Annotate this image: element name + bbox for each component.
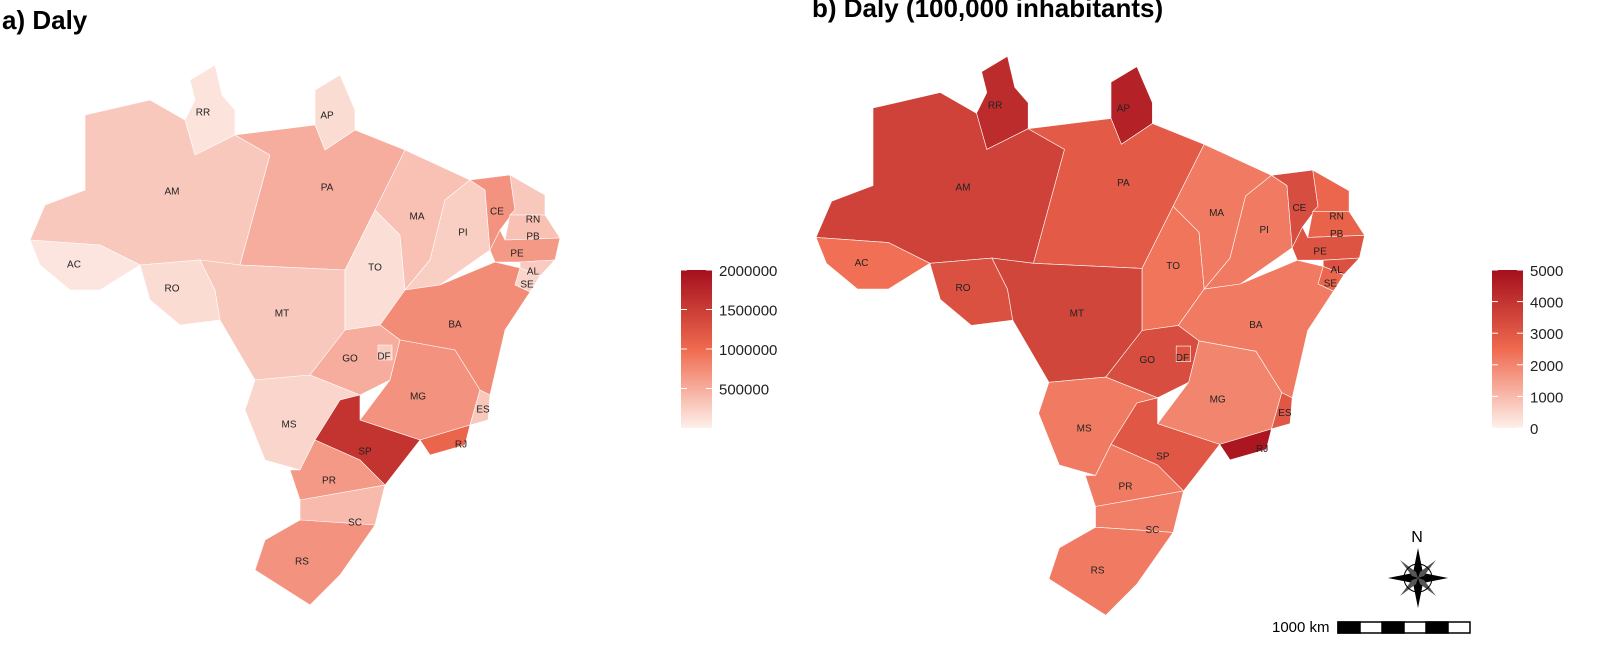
legend-tick-label: 1000 [1530,389,1563,406]
state [1312,169,1350,212]
state-label: PA [321,183,334,194]
legend-tick-label: 500000 [719,381,769,398]
state-label: RS [295,557,309,568]
state-label: AP [1117,104,1131,115]
state-label: AL [1331,265,1344,276]
state-label: RN [526,215,540,226]
legend-tick-label: 3000 [1530,326,1563,343]
legend-tick-label: 0 [1530,421,1538,438]
state-label: RR [988,101,1002,112]
state [1219,428,1272,461]
legend-tick-label: 1500000 [719,302,777,319]
state-label: PE [510,249,524,260]
legend-tick-label: 1000000 [719,342,777,359]
state-label: AM [165,187,180,198]
state-label: ES [1278,408,1292,419]
state [489,229,561,263]
state-label: MA [1209,208,1224,219]
state-label: GO [342,354,358,365]
state-label: PR [322,476,336,487]
legend-tick-label: 2000000 [719,263,777,280]
state-label: RO [956,283,971,294]
scale-label: 1000 km [1272,619,1330,636]
state-label: AM [956,182,971,193]
state-label: DF [377,352,390,363]
state-label: AC [67,260,81,271]
state-label: CE [1292,203,1306,214]
state-label: MT [275,309,289,320]
state-label: ES [476,405,490,416]
state-label: MG [1210,395,1226,406]
state-label: PI [458,228,467,239]
state-label: RJ [455,440,467,451]
state [1271,392,1293,430]
legend-colorbar [1492,270,1523,428]
scale-bar [1337,621,1471,634]
state-label: BA [448,320,462,331]
state-label: SC [1145,525,1159,536]
state-label: BA [1249,320,1263,331]
state-label: MS [1077,424,1092,435]
state-label: SC [348,518,362,529]
state [419,424,471,456]
state-label: RN [1329,211,1343,222]
state [1175,345,1191,362]
state-label: PI [1259,225,1268,236]
compass [1388,548,1448,608]
state [509,174,546,216]
state [469,389,491,426]
state-label: TO [1166,261,1180,272]
legend-tick-label: 4000 [1530,295,1563,312]
state-label: MT [1070,309,1084,320]
panel-title: a) Daly [2,5,88,35]
state-label: PE [1313,247,1327,258]
state-label: AC [855,258,869,269]
state [815,237,931,290]
state-label: RO [165,284,180,295]
state-label: CE [490,207,504,218]
state-label: SE [520,280,534,291]
state-label: MA [410,212,425,223]
state [254,519,376,606]
state [377,344,393,361]
state [1048,526,1174,616]
state [1291,226,1365,261]
state-label: PA [1117,178,1130,189]
state-label: GO [1139,355,1155,366]
state-label: SE [1324,279,1338,290]
state-label: TO [368,263,382,274]
state [29,239,141,291]
legend-tick-label: 5000 [1530,263,1563,280]
state-label: DF [1176,353,1189,364]
state-label: RJ [1256,444,1268,455]
north-label: N [1411,529,1423,546]
state-label: MS [282,420,297,431]
legend-tick-label: 2000 [1530,358,1563,375]
state-label: RR [196,108,210,119]
state-label: SP [358,447,372,458]
state-label: MG [410,392,426,403]
panel-title: b) Daly (100,000 inhabitants) [812,0,1163,23]
state-label: PR [1119,481,1133,492]
state-label: PB [1330,229,1344,240]
state-label: AL [527,267,540,278]
state-label: PB [526,232,540,243]
state-label: AP [320,111,334,122]
state-label: SP [1156,451,1170,462]
state-label: RS [1091,565,1105,576]
